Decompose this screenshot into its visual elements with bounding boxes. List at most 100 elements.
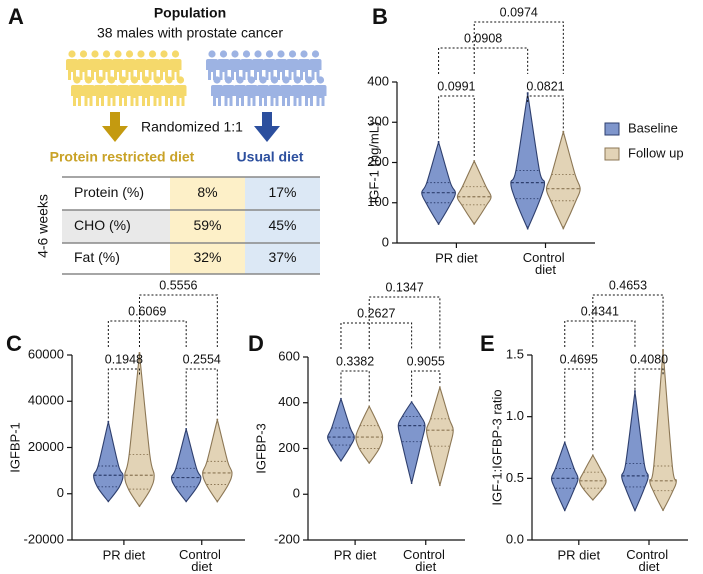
p-value: 0.0974: [500, 5, 538, 19]
panel-letter: A: [8, 4, 24, 29]
person-head: [300, 50, 308, 58]
person-body: [77, 59, 90, 80]
p-value: 0.9055: [407, 354, 445, 368]
p-value: 0.1347: [385, 280, 423, 294]
person-body: [229, 59, 241, 80]
violin: [545, 130, 581, 230]
y-tick-label: 1.5: [506, 346, 524, 361]
person-body: [89, 59, 101, 80]
person-icon: [275, 50, 287, 80]
person-head: [282, 76, 290, 84]
person-head: [219, 50, 228, 58]
person-icon: [100, 50, 113, 80]
person-icon: [257, 76, 269, 106]
violin: [202, 418, 233, 503]
table-text: 17%: [268, 184, 296, 200]
person-body: [94, 85, 106, 106]
person-body: [123, 59, 136, 80]
violin: [621, 390, 649, 512]
legend-label: Baseline: [628, 120, 678, 135]
table-cell: [245, 243, 320, 274]
label-line: diet: [535, 262, 556, 277]
y-tick-label: 0.5: [506, 470, 524, 485]
label-line: diet: [415, 559, 436, 574]
y-tick-label: 0: [57, 485, 64, 500]
person-icon: [268, 76, 281, 106]
y-axis-title: IGF-1 (ng/mL): [366, 122, 381, 204]
person-body: [252, 59, 264, 80]
violin: [425, 386, 454, 487]
violin: [355, 405, 384, 464]
person-body: [245, 85, 258, 106]
p-value: 0.2627: [357, 306, 395, 320]
population-title: Population: [154, 5, 226, 21]
person-body: [135, 59, 147, 80]
y-tick-label: -20000: [24, 531, 64, 546]
person-icon: [66, 50, 78, 80]
y-tick-label: 0.0: [506, 531, 524, 546]
person-head: [68, 50, 76, 58]
person-icon: [298, 50, 310, 80]
person-icon: [105, 76, 118, 106]
table-cell: [245, 177, 320, 210]
x-tick-label: Control diet: [179, 547, 225, 574]
y-tick-label: 400: [278, 394, 300, 409]
person-body: [275, 59, 287, 80]
person-body: [298, 59, 310, 80]
y-tick-label: 100: [367, 194, 389, 209]
person-icon: [82, 76, 95, 106]
person-head: [114, 50, 122, 58]
comparison-bracket: [138, 294, 218, 347]
y-tick-label: 600: [278, 348, 300, 363]
y-axis-title: IGF-1:IGFBP-3 ratio: [489, 389, 504, 505]
comparison-bracket: [438, 95, 475, 157]
person-body: [82, 85, 95, 106]
person-icon: [71, 76, 83, 106]
person-icon: [217, 50, 230, 80]
person-icon: [117, 76, 129, 106]
person-body: [280, 85, 292, 106]
y-tick-label: 40000: [28, 393, 64, 408]
person-head: [142, 76, 150, 84]
person-icon: [151, 76, 164, 106]
person-body: [105, 85, 118, 106]
person-icon: [314, 76, 327, 106]
person-icon: [240, 50, 253, 80]
person-head: [79, 50, 88, 58]
people-icons: [66, 50, 327, 106]
p-value: 0.1948: [105, 352, 143, 366]
person-head: [305, 76, 313, 84]
table-cell: [62, 210, 170, 243]
violin: [649, 348, 677, 512]
panel-a: A Population 38 males with prostate canc…: [8, 4, 327, 275]
person-head: [270, 76, 279, 84]
person-head: [288, 50, 297, 58]
person-body: [146, 59, 159, 80]
p-value: 0.3382: [336, 354, 374, 368]
person-body: [151, 85, 164, 106]
person-body: [222, 85, 235, 106]
table-text: 37%: [268, 249, 296, 265]
person-icon: [286, 50, 299, 80]
panel-letter: B: [372, 4, 388, 29]
person-icon: [158, 50, 170, 80]
person-body: [234, 85, 246, 106]
person-head: [96, 76, 104, 84]
person-head: [125, 50, 134, 58]
person-head: [102, 50, 111, 58]
panel-letter: E: [480, 331, 495, 356]
person-head: [165, 76, 173, 84]
person-body: [217, 59, 230, 80]
person-head: [148, 50, 157, 58]
person-head: [316, 76, 325, 84]
person-body: [309, 59, 322, 80]
label-line: diet: [191, 559, 212, 574]
panel-letter: D: [248, 331, 264, 356]
person-body: [100, 59, 113, 80]
person-head: [137, 50, 145, 58]
table-text: CHO (%): [74, 217, 131, 233]
person-icon: [174, 76, 187, 106]
person-head: [107, 76, 116, 84]
person-head: [208, 50, 216, 58]
